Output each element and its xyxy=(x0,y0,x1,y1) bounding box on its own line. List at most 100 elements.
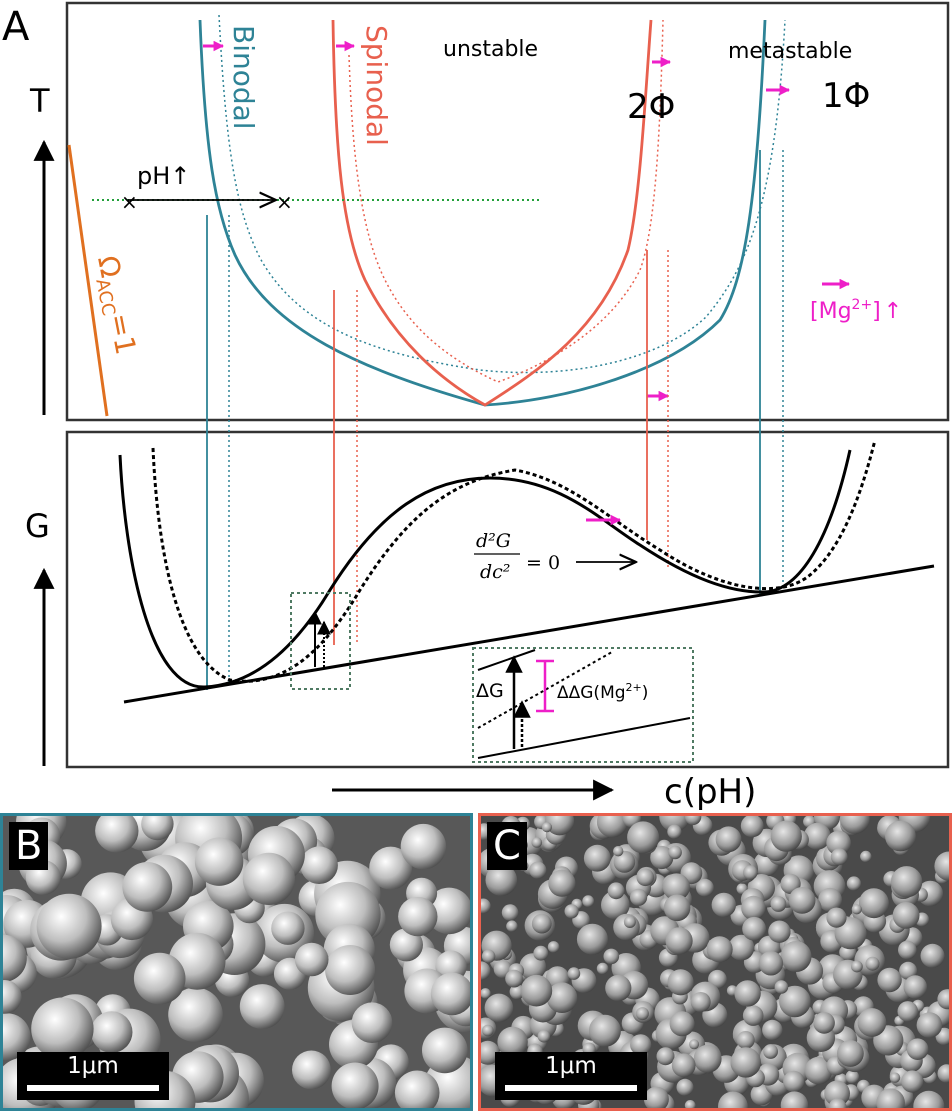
particle-sphere xyxy=(3,980,22,1014)
particle-cluster xyxy=(481,988,491,999)
particle-cluster xyxy=(506,920,518,932)
particle-cluster xyxy=(779,985,811,1018)
particle-sphere xyxy=(133,952,186,1005)
particle-cluster xyxy=(603,948,620,965)
particle-cluster xyxy=(892,902,920,929)
particle-cluster xyxy=(845,1070,860,1084)
particle-sphere xyxy=(95,816,139,853)
particle-cluster xyxy=(824,1080,850,1107)
ph-start-cross: × xyxy=(121,190,138,214)
particle-cluster xyxy=(804,1056,833,1085)
particle-cluster xyxy=(758,951,784,976)
particle-cluster xyxy=(899,961,918,980)
d2g-denominator: dc² xyxy=(480,561,510,583)
particle-cluster xyxy=(762,1019,783,1041)
sem-image-c: C 1μm xyxy=(478,813,952,1111)
particle-cluster xyxy=(669,1011,695,1037)
particle-cluster xyxy=(839,816,870,834)
particle-cluster xyxy=(742,1005,764,1026)
particle-cluster xyxy=(768,920,791,943)
sem-image-b: B 1μm xyxy=(0,813,473,1111)
particle-sphere xyxy=(331,1062,379,1108)
particle-cluster xyxy=(533,945,549,961)
mg-superscript: 2+ xyxy=(852,297,873,313)
particle-cluster xyxy=(826,907,847,928)
particle-cluster xyxy=(601,890,630,920)
particle-cluster xyxy=(481,949,496,963)
particle-cluster xyxy=(728,934,755,961)
particle-cluster xyxy=(576,923,608,955)
particle-cluster xyxy=(934,851,949,881)
particle-cluster xyxy=(676,1078,694,1096)
omega-equals: =1 xyxy=(102,311,142,358)
panel-a-figure: A T ΩACC=1 × × pH↑ Binodal Spinodal unst… xyxy=(2,1,950,812)
particle-sphere xyxy=(351,1002,393,1043)
particle-sphere xyxy=(168,987,223,1043)
particle-cluster xyxy=(730,1047,761,1078)
particle-cluster xyxy=(623,916,636,928)
particle-cluster xyxy=(567,967,581,980)
particle-cluster xyxy=(643,1086,669,1108)
particle-cluster xyxy=(546,982,578,1013)
particle-cluster xyxy=(851,960,863,973)
spinodal-curve xyxy=(331,19,653,407)
particle-sphere xyxy=(425,887,470,935)
particle-cluster xyxy=(529,861,547,879)
omega-acc-line xyxy=(67,144,109,417)
scale-bar-b-text: 1μm xyxy=(67,1053,119,1079)
particle-cluster xyxy=(650,845,674,870)
particle-cluster xyxy=(541,822,552,833)
phase-diagram-frame xyxy=(65,1,950,422)
particle-cluster xyxy=(851,904,862,915)
inset-tangent-line xyxy=(477,717,691,759)
scale-bar-b: 1μm xyxy=(17,1052,169,1100)
particle-cluster xyxy=(505,969,523,988)
particle-cluster xyxy=(497,1026,528,1058)
binodal-shifted-curve xyxy=(218,14,786,374)
particle-cluster xyxy=(547,941,560,953)
ph-end-cross: × xyxy=(276,190,293,214)
particle-cluster xyxy=(531,837,543,848)
particle-sphere xyxy=(394,1070,440,1108)
d2g-numerator: d²G xyxy=(476,530,511,552)
ph-up-label: pH↑ xyxy=(137,162,190,190)
particle-cluster xyxy=(613,846,624,857)
mg-text: [Mg xyxy=(810,299,852,324)
particle-sphere xyxy=(194,837,244,886)
particle-cluster xyxy=(482,1024,494,1037)
particle-cluster xyxy=(857,1008,887,1037)
particle-sphere xyxy=(271,911,305,945)
particle-sphere xyxy=(3,934,27,982)
particle-sphere xyxy=(122,862,173,912)
particle-cluster xyxy=(858,888,889,919)
inset-ddg-label: ΔΔG(Mg2+) xyxy=(557,681,648,703)
particle-cluster xyxy=(876,1088,905,1108)
particle-cluster xyxy=(696,878,714,897)
particle-cluster xyxy=(656,1047,675,1066)
particle-sphere xyxy=(422,1027,468,1074)
x-axis-label: c(pH) xyxy=(664,772,756,812)
d2g-equals-zero: = 0 xyxy=(526,552,560,574)
particle-cluster xyxy=(718,1091,748,1108)
ddg-superscript: 2+ xyxy=(626,681,642,694)
particle-cluster xyxy=(736,1031,755,1049)
t-axis-label: T xyxy=(29,82,50,120)
particle-cluster xyxy=(690,992,711,1012)
particle-cluster xyxy=(668,845,682,860)
particle-cluster xyxy=(846,876,861,891)
particle-cluster xyxy=(583,844,611,872)
two-phase-label: 2Φ xyxy=(627,87,675,127)
sem-c-particles xyxy=(481,816,949,1108)
particle-cluster xyxy=(635,1007,649,1021)
panel-c-label: C xyxy=(487,822,527,870)
particle-cluster xyxy=(937,989,949,1010)
omega-subscript: ACC xyxy=(91,277,119,317)
particle-cluster xyxy=(659,816,690,832)
free-energy-shifted-curve xyxy=(151,439,877,683)
particle-cluster xyxy=(830,848,848,866)
particle-cluster xyxy=(607,882,625,900)
spinodal-label: Spinodal xyxy=(360,25,393,146)
particle-cluster xyxy=(693,1044,722,1073)
particle-cluster xyxy=(485,864,518,896)
inset-shifted-curve-line xyxy=(477,651,613,729)
